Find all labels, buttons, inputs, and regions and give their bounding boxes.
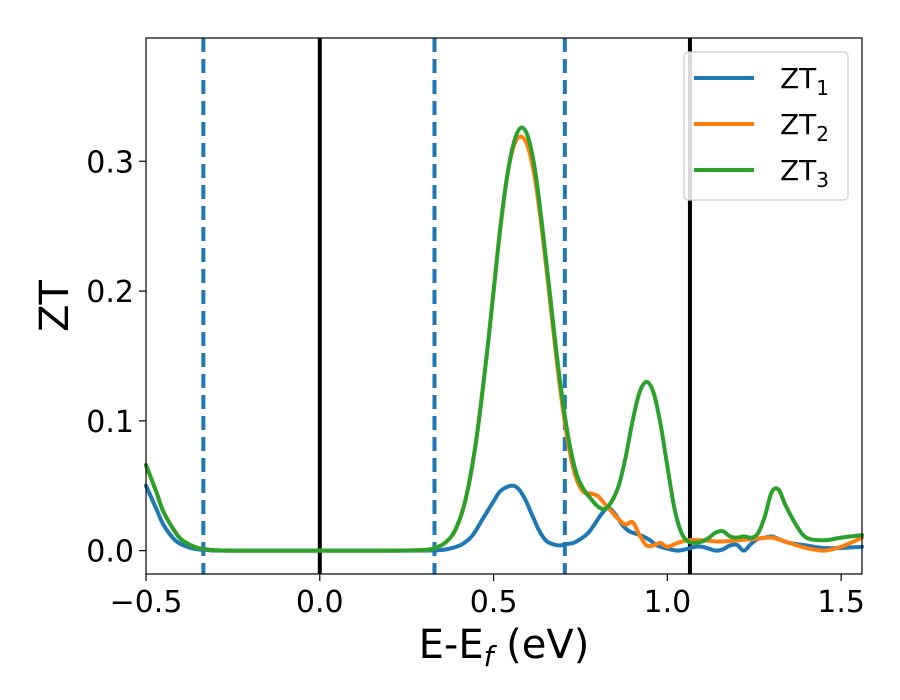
legend-box [683,51,849,201]
legend-item: ZT2 [694,108,829,146]
legend-item: ZT1 [694,62,829,100]
legend-label: ZT1 [780,62,829,100]
series-layer [144,125,864,553]
plot-frame [145,37,863,575]
y-tick-label: 0.3 [86,145,134,180]
x-tick-label: 1.5 [817,585,865,620]
x-tick-label: 1.0 [643,585,691,620]
series-line-zt3 [144,125,864,553]
legend: ZT1 ZT2 ZT3 [683,51,849,201]
y-axis: 0.0 0.1 0.2 0.3 [86,145,146,570]
y-tick-label: 0.0 [86,535,134,570]
y-axis-title: ZT [32,280,78,332]
y-tick-label: 0.1 [86,405,134,440]
legend-label: ZT2 [780,108,829,146]
x-tick-label: 0.0 [296,585,344,620]
legend-label: ZT3 [780,154,829,192]
y-tick-label: 0.2 [86,275,134,310]
x-tick-label: −0.5 [110,585,183,620]
x-axis: −0.5 0.0 0.5 1.0 1.5 [110,574,865,620]
x-tick-label: 0.5 [470,585,518,620]
legend-item: ZT3 [694,154,829,192]
x-axis-title: E-Ef (eV) [419,622,590,673]
